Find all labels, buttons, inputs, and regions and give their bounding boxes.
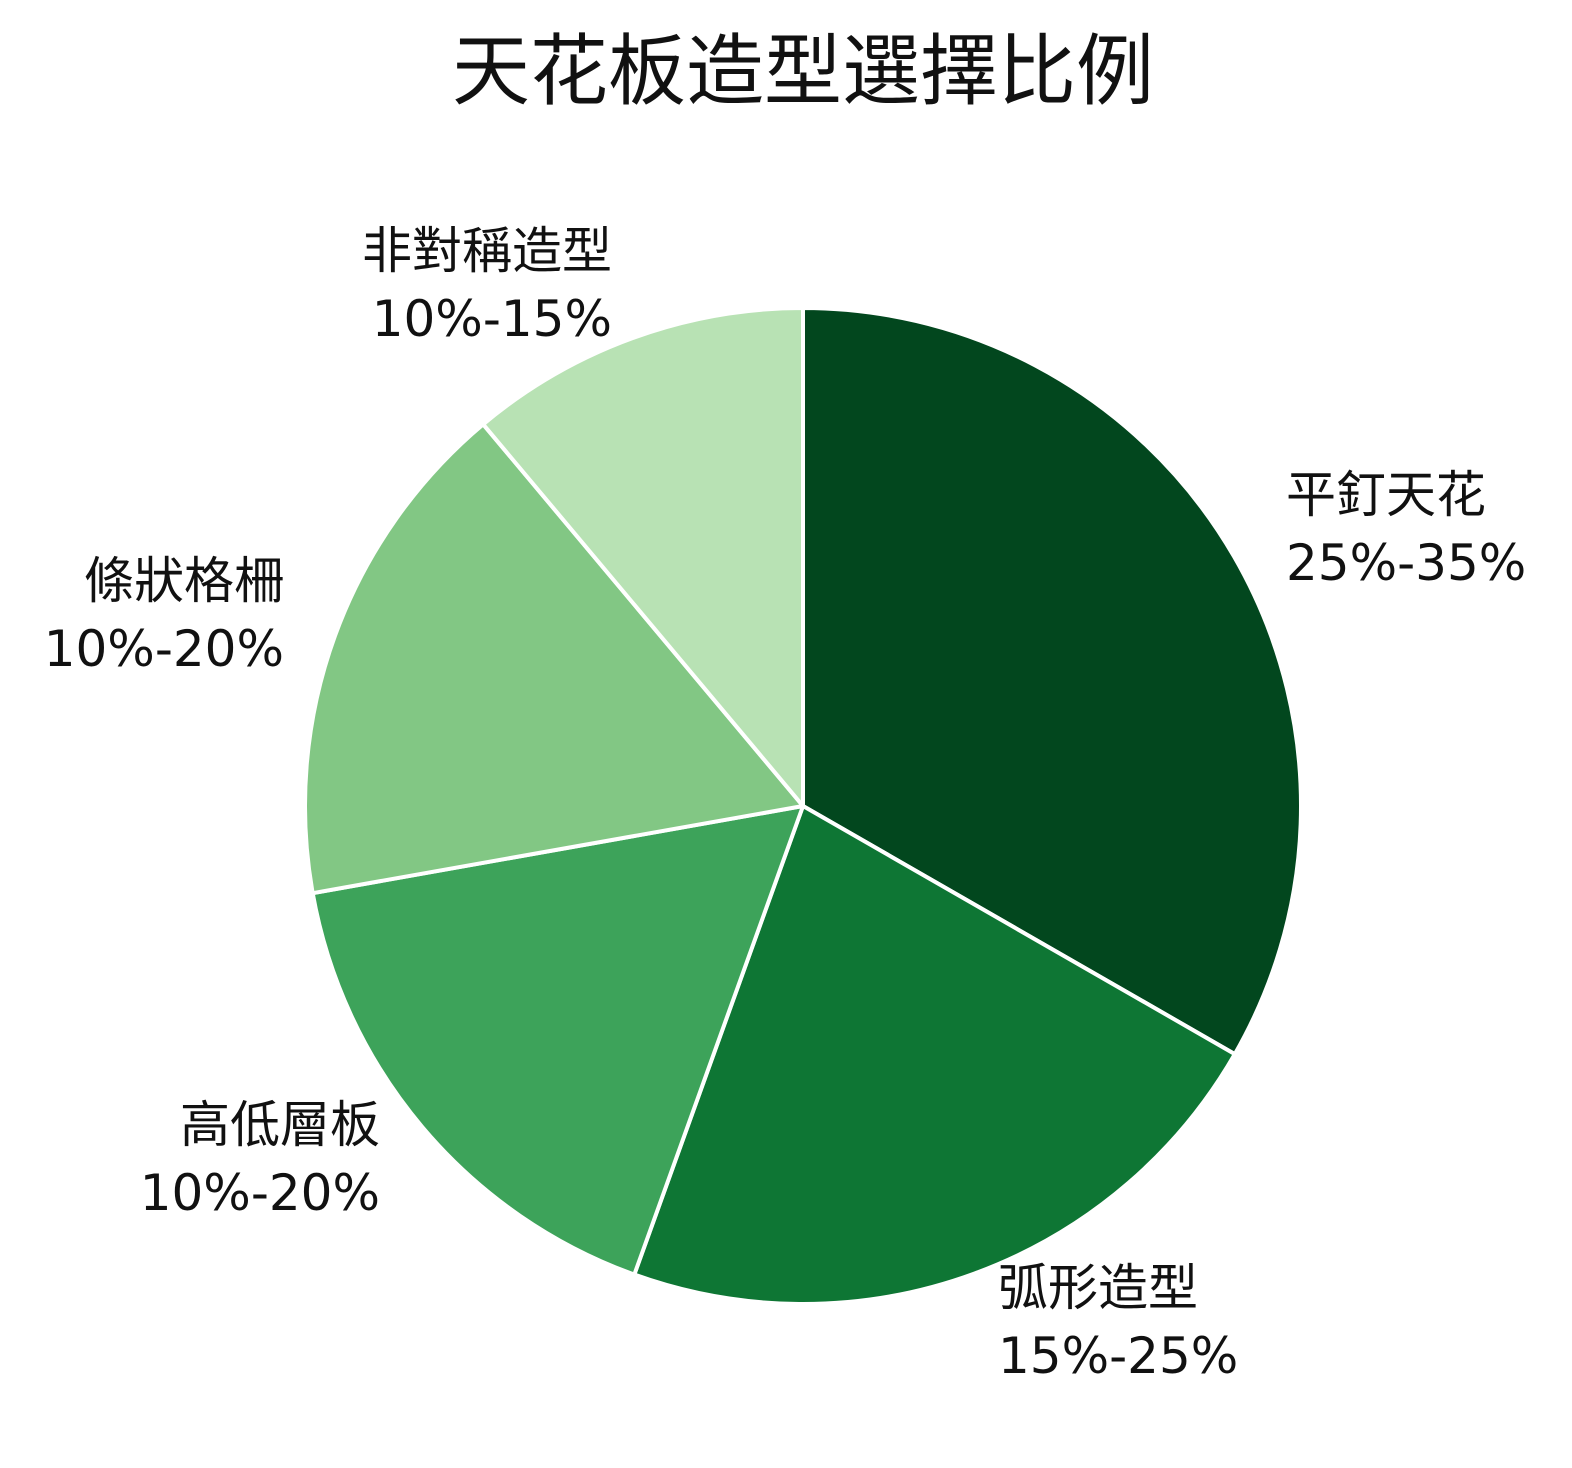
pie-slice-3 — [310, 804, 805, 1277]
pie-labels: 平釘天花 25%-35% 弧形造型 15%-25% 高低層板 10%-20% 條狀格柵 10%… — [44, 222, 1527, 1385]
slice-label-5: 非對稱造型 — [362, 222, 612, 280]
pie-slices — [303, 306, 1303, 1306]
pie-slice-5 — [481, 306, 805, 808]
slice-label-3: 高低層板 — [180, 1096, 380, 1154]
slice-label-1: 平釘天花 — [1286, 466, 1486, 524]
slice-range-label-2: 15%-25% — [998, 1327, 1238, 1385]
pie-slice-1 — [801, 306, 1303, 1057]
slice-range-label-1: 25%-35% — [1286, 534, 1526, 592]
pie-slice-4 — [303, 422, 805, 896]
chart-title: 天花板造型選擇比例 — [452, 27, 1154, 117]
slice-range-label-5: 10%-15% — [372, 290, 612, 348]
pie-slice-2 — [632, 804, 1237, 1306]
slice-label-2: 弧形造型 — [998, 1259, 1198, 1317]
slice-range-label-4: 10%-20% — [44, 620, 284, 678]
slice-range-label-3: 10%-20% — [140, 1164, 380, 1222]
slice-label-4: 條狀格柵 — [84, 552, 284, 610]
